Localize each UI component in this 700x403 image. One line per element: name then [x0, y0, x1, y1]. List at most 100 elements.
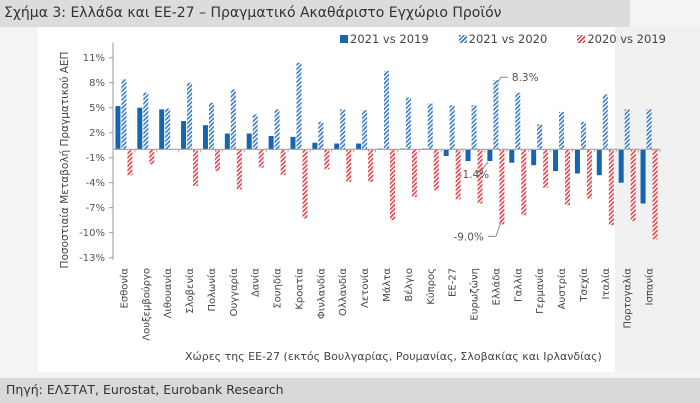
bar-2021-vs-2020: [537, 124, 543, 150]
legend-item-2021-vs-2019: 2021 vs 2019: [340, 32, 429, 46]
bar-2021-vs-2020: [252, 114, 258, 150]
bar-2021-vs-2020: [296, 62, 302, 150]
bar-2021-vs-2019: [553, 149, 559, 172]
bar-2020-vs-2019: [236, 149, 242, 190]
bar-2020-vs-2019: [608, 149, 614, 226]
bar-2020-vs-2019: [543, 149, 549, 188]
source-note: Πηγή: ΕΛΣΤΑΤ, Eurostat, Eurobank Researc…: [6, 382, 284, 397]
bar-2021-vs-2020: [208, 102, 214, 150]
x-tick-label: Σουηδία: [272, 268, 284, 309]
bar-2020-vs-2019: [149, 149, 155, 165]
x-tick-label: Ισπανία: [644, 268, 656, 306]
bar-2020-vs-2019: [280, 149, 286, 176]
bar-2021-vs-2020: [449, 105, 455, 150]
bar-2021-vs-2019: [334, 143, 340, 150]
y-tick-label: 11%: [83, 53, 105, 64]
chart-panel: [38, 27, 615, 372]
source-bar: [0, 378, 700, 403]
legend-swatch-hatched-blue: [458, 35, 467, 43]
y-axis: 11% 8% 5% 2% -1% -4% -7% -10% -13%: [79, 42, 114, 264]
bar-2021-vs-2019: [312, 142, 318, 150]
bar-2021-vs-2019: [618, 149, 624, 183]
y-tick-label: -4%: [86, 178, 105, 189]
bar-2021-vs-2019: [137, 107, 143, 150]
annotation-leader: [487, 222, 502, 237]
bar-2020-vs-2019: [346, 149, 352, 182]
bar-2020-vs-2019: [586, 149, 592, 199]
bar-2021-vs-2020: [646, 109, 652, 150]
bar-2021-vs-2019: [224, 133, 230, 150]
y-tick-label: -1%: [86, 153, 105, 164]
bar-2021-vs-2019: [509, 149, 515, 163]
bar-2021-vs-2020: [165, 108, 171, 150]
bar-2021-vs-2019: [596, 149, 602, 176]
bar-2021-vs-2020: [143, 92, 149, 150]
x-tick-label: Πολωνία: [206, 268, 218, 312]
annotation-label: -9.0%: [453, 231, 483, 243]
bar-2021-vs-2020: [318, 121, 324, 150]
bar-2020-vs-2019: [127, 149, 133, 176]
annotations: 8.3% -1.4% -9.0%: [453, 72, 538, 243]
x-tick-label: Λουξεμβούργο: [140, 268, 152, 341]
x-tick-label: Ευρωζώνη: [469, 268, 481, 321]
legend-label: 2021 vs 2019: [350, 32, 429, 46]
x-tick-label: Ολλανδία: [337, 268, 349, 316]
bar-2021-vs-2019: [574, 149, 580, 174]
title-bar: [0, 0, 630, 27]
legend-item-2020-vs-2019: 2020 vs 2019: [577, 32, 666, 46]
bar-2020-vs-2019: [324, 149, 330, 170]
bar-2021-vs-2019: [246, 133, 252, 150]
annotation-leader: [481, 161, 489, 171]
x-tick-label: Πορτογαλία: [622, 268, 634, 329]
x-tick-label: Μάλτα: [381, 268, 393, 302]
bar-2020-vs-2019: [477, 149, 483, 204]
bar-2021-vs-2019: [531, 149, 537, 166]
bar-2020-vs-2019: [521, 149, 527, 216]
x-tick-label: Φινλανδία: [315, 268, 327, 319]
bar-2021-vs-2020: [580, 121, 586, 150]
bar-2021-vs-2019: [290, 136, 296, 150]
bar-2020-vs-2019: [411, 149, 417, 197]
bar-2021-vs-2019: [202, 125, 208, 150]
bar-2021-vs-2020: [515, 92, 521, 150]
bar-2021-vs-2019: [356, 143, 362, 150]
x-axis: Εσθονία Λουξεμβούργο Λιθουανία Σλοβενία Πολω…: [112, 148, 661, 341]
bars: [115, 62, 658, 240]
chart-title: Σχήμα 3: Ελλάδα και ΕΕ-27 – Πραγματικό Α…: [4, 5, 502, 21]
bar-2021-vs-2019: [159, 109, 165, 150]
bar-2021-vs-2020: [471, 105, 477, 150]
x-tick-label: Βέλγιο: [403, 268, 415, 302]
x-tick-label: Ουγγαρία: [228, 268, 240, 317]
bar-2020-vs-2019: [390, 149, 395, 221]
legend: 2021 vs 2019 2021 vs 2020 2020 vs 2019: [340, 32, 666, 46]
bar-2020-vs-2019: [368, 149, 374, 182]
bar-2021-vs-2019: [443, 149, 449, 157]
bar-2021-vs-2020: [362, 110, 368, 150]
x-tick-label: ΕΕ-27: [448, 268, 459, 297]
bar-2021-vs-2019: [487, 149, 493, 162]
y-tick-label: 5%: [89, 103, 105, 114]
y-tick-label: -13%: [79, 253, 105, 264]
y-tick-label: -10%: [79, 228, 105, 239]
annotation-leader: [497, 76, 508, 83]
bar-2020-vs-2019: [499, 149, 505, 225]
x-tick-label: Γερμανία: [534, 268, 546, 314]
bar-2021-vs-2020: [493, 80, 499, 150]
bar-2021-vs-2020: [602, 94, 608, 150]
x-tick-label: Λετονία: [359, 268, 371, 308]
y-tick-label: 8%: [89, 78, 105, 89]
bar-2021-vs-2019: [640, 149, 646, 204]
y-tick-label: -7%: [86, 203, 105, 214]
x-tick-label: Κύπρος: [425, 268, 437, 305]
bar-2021-vs-2020: [427, 103, 433, 150]
bar-2021-vs-2020: [230, 89, 236, 150]
legend-label: 2021 vs 2020: [468, 32, 548, 46]
bar-2020-vs-2019: [258, 149, 264, 168]
bar-2020-vs-2019: [433, 149, 439, 191]
x-tick-label: Δανία: [250, 268, 262, 297]
legend-swatch-solid-blue: [340, 35, 348, 43]
bar-2021-vs-2019: [181, 121, 187, 150]
x-tick-label: Γαλλία: [512, 268, 524, 302]
x-tick-label: Αυστρία: [556, 268, 568, 310]
bar-2021-vs-2020: [121, 79, 127, 150]
